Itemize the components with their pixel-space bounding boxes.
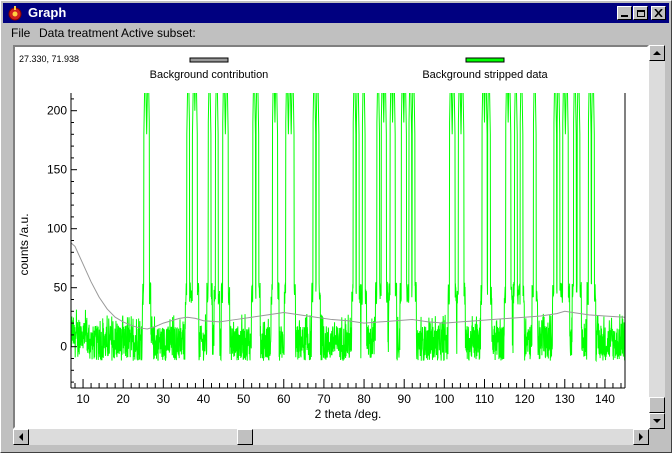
x-tick-label: 30: [157, 392, 171, 406]
close-button[interactable]: [651, 6, 666, 20]
x-tick-label: 90: [398, 392, 412, 406]
scroll-up-button[interactable]: [649, 45, 665, 61]
maximize-icon: [636, 9, 645, 17]
y-tick-label: 0: [60, 340, 67, 354]
x-tick-label: 50: [237, 392, 251, 406]
scroll-right-button[interactable]: [633, 429, 649, 445]
scroll-down-button[interactable]: [649, 413, 665, 429]
cursor-coordinate-readout: 27.330, 71.938: [19, 54, 80, 64]
x-tick-label: 40: [197, 392, 211, 406]
app-icon[interactable]: [7, 5, 23, 21]
menu-file[interactable]: File: [11, 26, 31, 40]
title-bar[interactable]: Graph: [3, 3, 669, 23]
x-tick-label: 110: [475, 392, 494, 406]
xrd-chart[interactable]: 0 50 100 150 200 10 20 30 40 50 60 70 80 90 100 110 120 1…: [15, 47, 647, 427]
x-tick-label: 140: [595, 392, 615, 406]
series-background-contribution: [71, 242, 625, 330]
arrow-right-icon: [639, 433, 643, 441]
y-tick-label: 200: [47, 104, 67, 118]
minimize-button[interactable]: [617, 6, 632, 20]
x-tick-label: 70: [317, 392, 331, 406]
close-icon: [654, 9, 663, 17]
legend-background-contribution-label: Background contribution: [150, 69, 269, 81]
scroll-left-button[interactable]: [13, 429, 29, 445]
horizontal-scrollbar[interactable]: [13, 429, 649, 445]
menu-active-subset[interactable]: Active subset:: [121, 26, 196, 40]
x-tick-label: 120: [515, 392, 535, 406]
graph-area[interactable]: 27.330, 71.938 0 50 100 150 200 10 20 30 40 50 60 7…: [13, 45, 649, 429]
legend-background-stripped-data-swatch: [465, 57, 505, 63]
minimize-icon: [621, 15, 628, 17]
horizontal-scroll-thumb[interactable]: [237, 429, 253, 445]
y-tick-label: 50: [54, 281, 68, 295]
arrow-down-icon: [653, 419, 661, 423]
legend-background-stripped-data-label: Background stripped data: [422, 69, 548, 81]
x-axis-label: 2 theta /deg.: [315, 407, 382, 421]
x-tick-label: 60: [277, 392, 291, 406]
vertical-scrollbar[interactable]: [649, 45, 665, 429]
menu-data-treatment[interactable]: Data treatment: [39, 26, 119, 40]
y-tick-label: 100: [47, 222, 67, 236]
size-grip[interactable]: [649, 429, 665, 445]
vertical-scroll-thumb[interactable]: [649, 397, 665, 413]
maximize-button[interactable]: [633, 6, 648, 20]
arrow-up-icon: [653, 51, 661, 55]
arrow-left-icon: [19, 433, 23, 441]
legend-background-contribution-swatch: [189, 57, 229, 63]
y-tick-label: 150: [47, 163, 67, 177]
x-tick-label: 130: [555, 392, 575, 406]
x-tick-label: 20: [117, 392, 131, 406]
series-background-stripped-data: [71, 93, 625, 363]
menu-bar: File Data treatment Active subset:: [3, 23, 669, 43]
x-tick-label: 80: [357, 392, 371, 406]
y-axis-label: counts /a.u.: [17, 213, 31, 275]
x-tick-label: 10: [76, 392, 90, 406]
window-title: Graph: [28, 5, 67, 20]
x-tick-label: 100: [434, 392, 454, 406]
